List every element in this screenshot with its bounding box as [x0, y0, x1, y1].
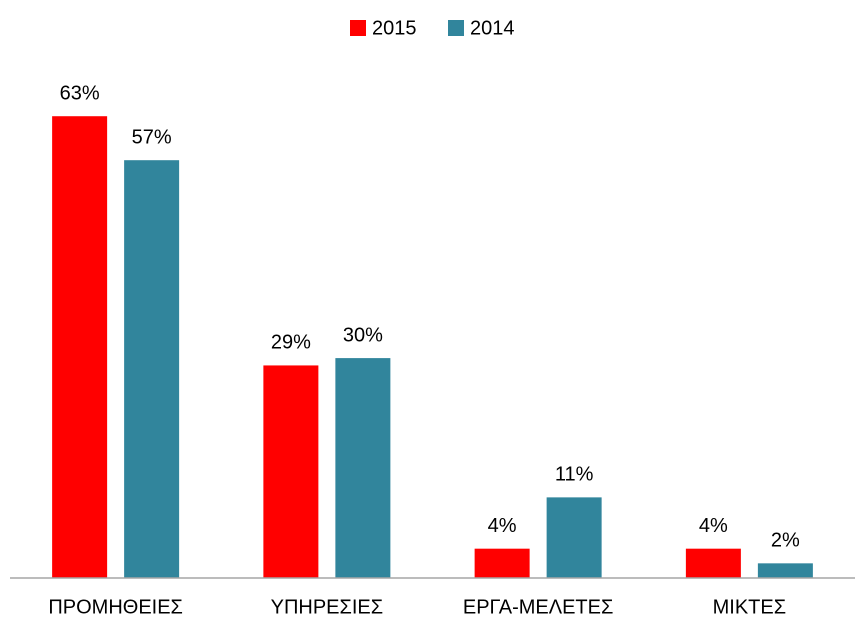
- bar: [335, 358, 391, 578]
- bar: [263, 365, 319, 578]
- legend-label: 2014: [470, 17, 515, 39]
- bar: [757, 563, 813, 578]
- x-tick-label: ΕΡΓΑ-ΜΕΛΕΤΕΣ: [463, 596, 613, 618]
- data-label: 30%: [343, 324, 383, 346]
- x-tick-label: ΥΠΗΡΕΣΙΕΣ: [271, 596, 384, 618]
- data-label: 2%: [771, 530, 800, 552]
- bar: [124, 160, 180, 578]
- legend-swatch: [350, 20, 366, 36]
- data-label: 63%: [60, 82, 100, 104]
- x-tick-label: ΜΙΚΤΕΣ: [713, 596, 786, 618]
- legend-swatch: [448, 20, 464, 36]
- x-tick-label: ΠΡΟΜΗΘΕΙΕΣ: [48, 596, 183, 618]
- bar: [474, 548, 530, 578]
- bar: [546, 497, 602, 578]
- data-label: 57%: [132, 126, 172, 148]
- bar: [52, 116, 108, 579]
- data-label: 29%: [271, 332, 311, 354]
- data-label: 11%: [555, 464, 594, 486]
- data-label: 4%: [488, 515, 517, 537]
- bar: [685, 548, 741, 578]
- data-label: 4%: [699, 515, 728, 537]
- legend-label: 2015: [372, 17, 417, 39]
